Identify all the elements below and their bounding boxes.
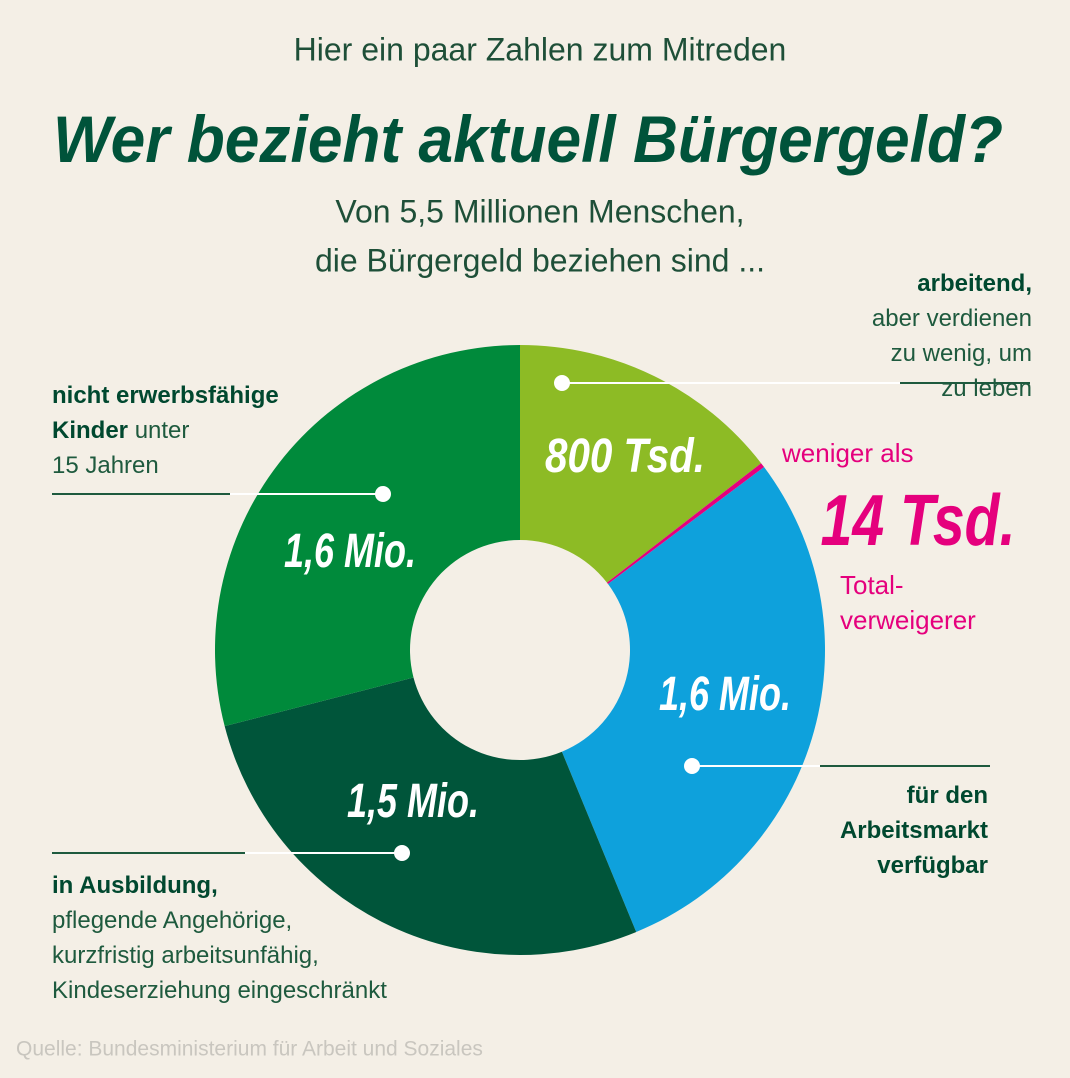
slice bbox=[224, 677, 637, 956]
subtitle: die Bürgergeld beziehen sind ... bbox=[315, 242, 765, 278]
category-name: Total-verweigerer bbox=[840, 570, 976, 635]
category-note: zu leben bbox=[941, 375, 1032, 402]
category-name: in Ausbildung, bbox=[52, 872, 218, 899]
slice bbox=[606, 463, 765, 585]
source: Quelle: Bundesministerium für Arbeit und… bbox=[16, 1038, 483, 1061]
category-label: in Ausbildung, pflegende Angehörige, kurzf… bbox=[52, 868, 512, 1008]
value-label: 1,6 Mio. bbox=[284, 525, 416, 578]
leader-dot bbox=[684, 758, 700, 774]
category-label: Total-verweigerer bbox=[840, 568, 1005, 638]
category-note: aber verdienen bbox=[871, 305, 1032, 332]
slice bbox=[561, 467, 826, 932]
value-prefix: weniger als bbox=[781, 438, 914, 468]
category-note: zu wenig, um bbox=[890, 340, 1032, 367]
category-name: nicht erwerbsfähige Kinder bbox=[52, 382, 279, 444]
value-label: 1,6 Mio. bbox=[659, 668, 791, 721]
subtitle: Von 5,5 Millionen Menschen, bbox=[335, 193, 744, 229]
slice bbox=[520, 344, 762, 583]
category-note: pflegende Angehörige, bbox=[52, 907, 293, 934]
category-label: nicht erwerbsfähige Kinder unter 15 Jahre… bbox=[52, 378, 317, 483]
slices bbox=[214, 344, 826, 956]
value-label: 14 Tsd. bbox=[821, 481, 1016, 561]
kicker: Hier ein paar Zahlen zum Mitreden bbox=[294, 31, 787, 67]
category-name: arbeitend, bbox=[917, 270, 1032, 297]
leader-dot bbox=[554, 375, 570, 391]
leader-dot bbox=[375, 486, 391, 502]
category-label: arbeitend, aber verdienen zu wenig, um zu l… bbox=[812, 266, 1032, 406]
value-label: 1,5 Mio. bbox=[347, 775, 479, 828]
slice bbox=[214, 345, 520, 727]
category-note: kurzfristig arbeitsunfähig, bbox=[52, 942, 319, 969]
leader-dot bbox=[394, 845, 410, 861]
category-note: Kindeserziehung eingeschränkt bbox=[52, 977, 387, 1004]
category-note: 15 Jahren bbox=[52, 452, 159, 479]
category-name: für den Arbeitsmarkt verfügbar bbox=[839, 782, 988, 879]
chart-title: Wer bezieht aktuell Bürgergeld? bbox=[53, 102, 1003, 176]
category-note: unter bbox=[134, 417, 190, 444]
value-label: 800 Tsd. bbox=[545, 430, 705, 483]
leaders bbox=[52, 375, 990, 861]
category-label: für den Arbeitsmarkt verfügbar bbox=[813, 778, 988, 883]
